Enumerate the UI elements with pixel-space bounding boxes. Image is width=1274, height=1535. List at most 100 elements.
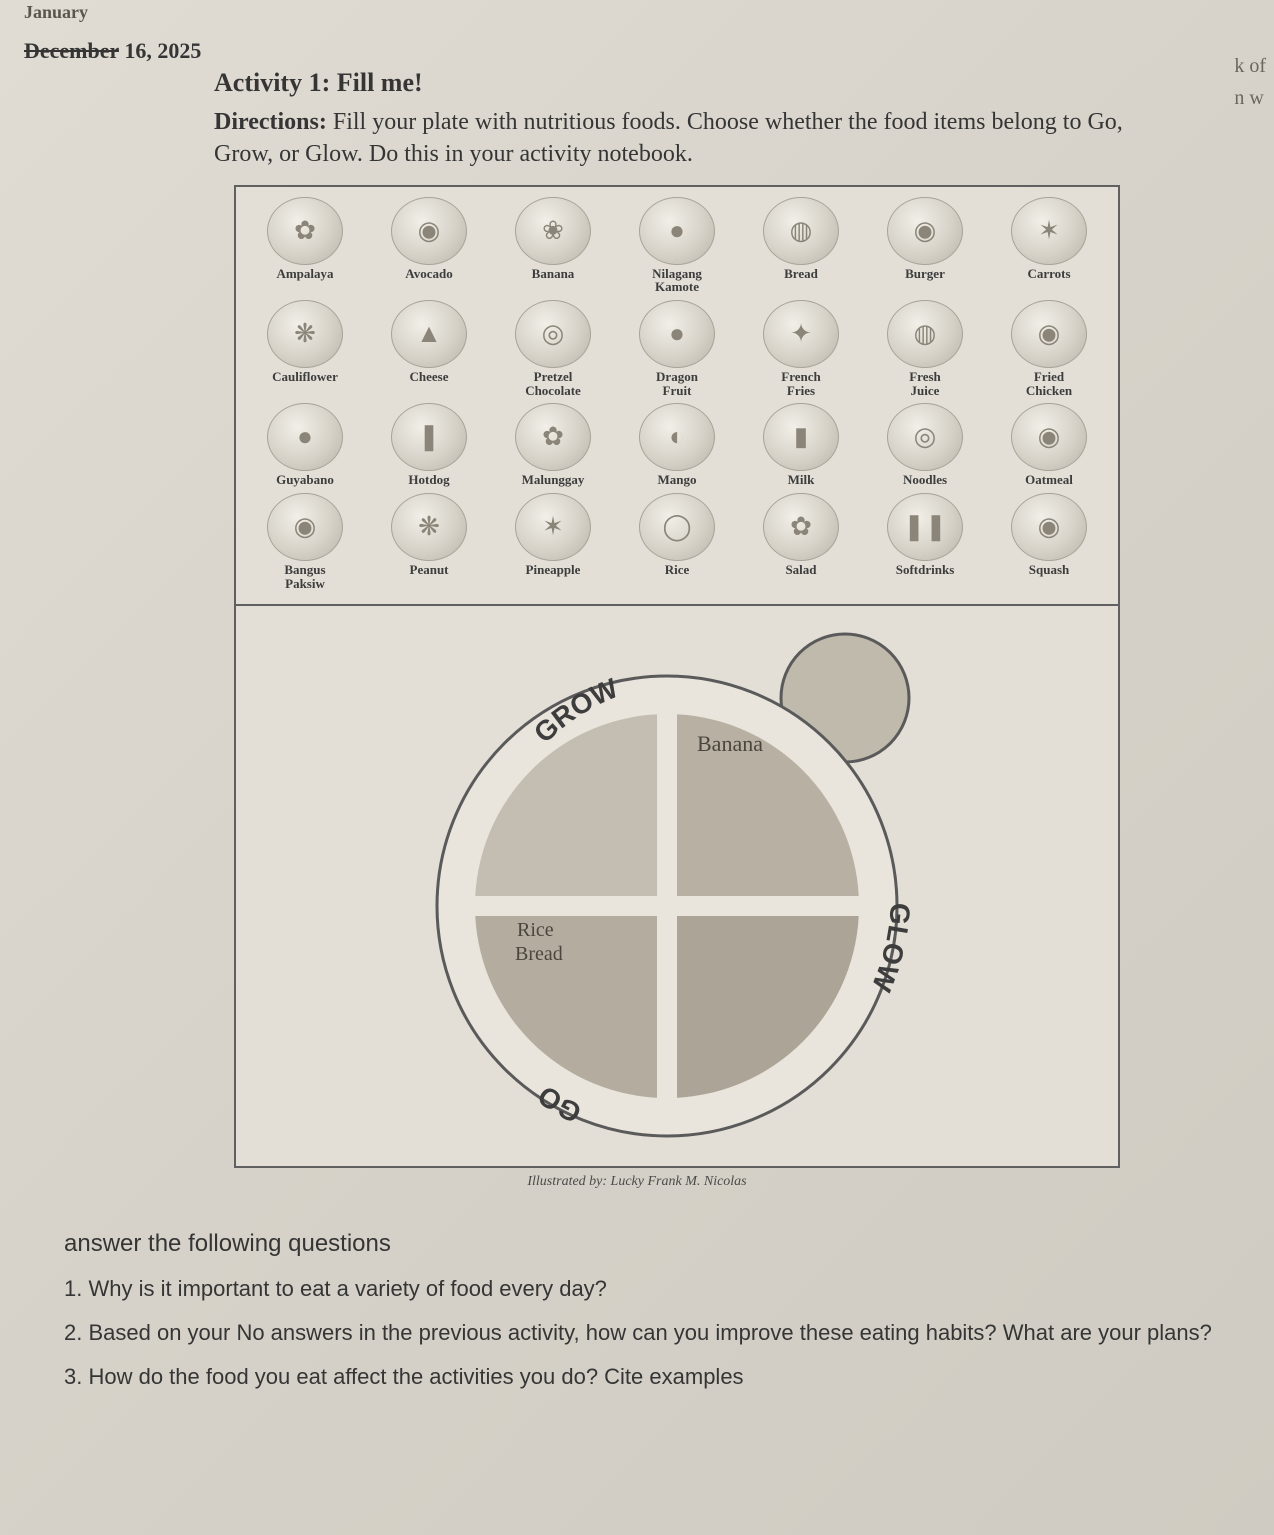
food-label: Malunggay <box>494 473 612 487</box>
food-item: ◉Fried Chicken <box>990 300 1108 397</box>
food-item: ◉ Oatmeal <box>990 403 1108 487</box>
food-icon: ◉ <box>267 493 343 561</box>
food-icon: ◍ <box>763 197 839 265</box>
food-icon: ● <box>639 197 715 265</box>
question-2: 2. Based on your No answers in the previ… <box>64 1320 1250 1346</box>
food-label: Rice <box>618 563 736 577</box>
food-icon: ◉ <box>1011 403 1087 471</box>
question-3: 3. How do the food you eat affect the ac… <box>64 1364 1250 1390</box>
food-label: Pretzel Chocolate <box>494 370 612 397</box>
food-icon: ◎ <box>887 403 963 471</box>
directions-text: Fill your plate with nutritious foods. C… <box>214 109 1123 167</box>
food-item: ❀ Banana <box>494 197 612 294</box>
food-label: Pineapple <box>494 563 612 577</box>
food-label: Guyabano <box>246 473 364 487</box>
food-icon: ▮ <box>763 403 839 471</box>
food-item: ✿ Salad <box>742 493 860 590</box>
questions-heading: answer the following questions <box>64 1230 1250 1258</box>
food-item: ✿ Malunggay <box>494 403 612 487</box>
food-item: ◍Fresh Juice <box>866 300 984 397</box>
food-item: ◉ Avocado <box>370 197 488 294</box>
food-item: ●Nilagang Kamote <box>618 197 736 294</box>
plate-divider-v <box>657 710 677 1102</box>
food-label: Softdrinks <box>866 563 984 577</box>
food-label: Carrots <box>990 267 1108 281</box>
food-item: ❋ Peanut <box>370 493 488 590</box>
food-icon: ❋ <box>267 300 343 368</box>
food-item: ❚❚ Softdrinks <box>866 493 984 590</box>
food-item: ▲ Cheese <box>370 300 488 397</box>
food-icon: ◉ <box>1011 300 1087 368</box>
food-item: ◍ Bread <box>742 197 860 294</box>
food-item: ❚Hotdog <box>370 403 488 487</box>
food-item: ✦French Fries <box>742 300 860 397</box>
food-item: ✶ Carrots <box>990 197 1108 294</box>
food-label: Nilagang Kamote <box>618 267 736 294</box>
food-item: ✿Ampalaya <box>246 197 364 294</box>
questions-list: 1. Why is it important to eat a variety … <box>64 1276 1250 1390</box>
activity-title: Activity 1: Fill me! <box>214 68 1250 98</box>
food-label: Fresh Juice <box>866 370 984 397</box>
food-label: Noodles <box>866 473 984 487</box>
food-icon: ✶ <box>515 493 591 561</box>
food-item: ◉Bangus Paksiw <box>246 493 364 590</box>
food-icon: ✿ <box>515 403 591 471</box>
food-label: Mango <box>618 473 736 487</box>
food-icon: ✶ <box>1011 197 1087 265</box>
food-label: Avocado <box>370 267 488 281</box>
food-label: Hotdog <box>370 473 488 487</box>
food-label: Burger <box>866 267 984 281</box>
food-label: Bread <box>742 267 860 281</box>
food-icon: ✿ <box>267 197 343 265</box>
illustration-credit: Illustrated by: Lucky Frank M. Nicolas <box>24 1174 1250 1190</box>
plate-diagram: GROW GLOW GO Banana Rice Bread <box>397 606 957 1166</box>
page-edge-fragments: k of n w <box>1234 50 1266 114</box>
food-icon: ❋ <box>391 493 467 561</box>
food-label: French Fries <box>742 370 860 397</box>
food-item: ▮ Milk <box>742 403 860 487</box>
worksheet-box: ✿Ampalaya◉Avocado❀Banana●Nilagang Kamote… <box>234 185 1120 1168</box>
food-label: Bangus Paksiw <box>246 563 364 590</box>
food-item: ◯ Rice <box>618 493 736 590</box>
food-icon: ● <box>639 300 715 368</box>
food-icon: ✦ <box>763 300 839 368</box>
food-label: Oatmeal <box>990 473 1108 487</box>
food-item: ◎ Noodles <box>866 403 984 487</box>
food-label: Milk <box>742 473 860 487</box>
food-icon: ◉ <box>887 197 963 265</box>
date-rest: 16, 2025 <box>119 38 202 63</box>
handwritten-rice: Rice <box>517 919 554 941</box>
food-label: Salad <box>742 563 860 577</box>
food-label: Cauliflower <box>246 370 364 384</box>
food-grid: ✿Ampalaya◉Avocado❀Banana●Nilagang Kamote… <box>236 187 1118 606</box>
worksheet-page: January December 16, 2025 k of n w Activ… <box>0 0 1274 1535</box>
food-item: ◉ Burger <box>866 197 984 294</box>
food-item: ✶ Pineapple <box>494 493 612 590</box>
food-label: Cheese <box>370 370 488 384</box>
plate-area: GROW GLOW GO Banana Rice Bread <box>236 606 1118 1166</box>
food-label: Banana <box>494 267 612 281</box>
food-icon: ▲ <box>391 300 467 368</box>
food-icon: ◍ <box>887 300 963 368</box>
food-label: Fried Chicken <box>990 370 1108 397</box>
food-label: Squash <box>990 563 1108 577</box>
food-icon: ❀ <box>515 197 591 265</box>
handwritten-month: January <box>24 2 88 22</box>
food-label: Dragon Fruit <box>618 370 736 397</box>
food-label: Peanut <box>370 563 488 577</box>
question-1: 1. Why is it important to eat a variety … <box>64 1276 1250 1302</box>
food-icon: ◯ <box>639 493 715 561</box>
food-item: ◉ Squash <box>990 493 1108 590</box>
food-item: ●Dragon Fruit <box>618 300 736 397</box>
date-line: January December 16, 2025 <box>24 12 1250 64</box>
food-icon: ❚❚ <box>887 493 963 561</box>
food-item: ◐Mango <box>618 403 736 487</box>
food-icon: ◉ <box>391 197 467 265</box>
directions-block: Directions: Fill your plate with nutriti… <box>214 106 1170 171</box>
food-icon: ◉ <box>1011 493 1087 561</box>
food-icon: ● <box>267 403 343 471</box>
directions-label: Directions: <box>214 109 327 135</box>
food-icon: ✿ <box>763 493 839 561</box>
food-item: ❋ Cauliflower <box>246 300 364 397</box>
food-icon: ◎ <box>515 300 591 368</box>
